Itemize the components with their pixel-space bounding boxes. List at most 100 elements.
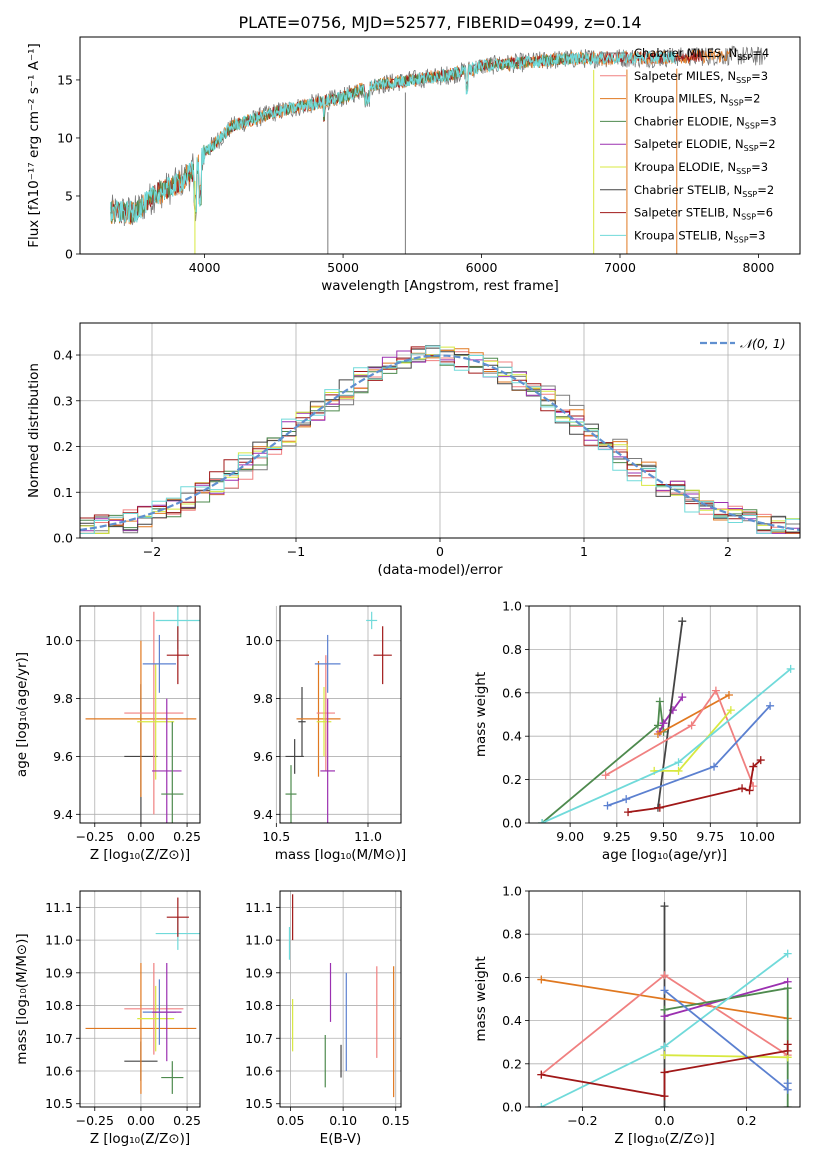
y-tick-label: 1.0 xyxy=(502,884,522,899)
x-tick-label: 0.00 xyxy=(127,829,155,844)
y-tick-label: 9.8 xyxy=(53,691,73,706)
y-tick-label: 10.6 xyxy=(45,1064,73,1079)
y-axis-label: mass [log₁₀(M/M⊙)] xyxy=(14,933,30,1064)
y-tick-label: 0.2 xyxy=(502,772,522,787)
x-tick-label: 0.2 xyxy=(737,1113,757,1128)
plot-frame xyxy=(79,36,801,255)
y-tick-label: 0.8 xyxy=(502,927,522,942)
x-axis-label: (data-model)/error xyxy=(377,562,503,578)
y-tick-label: 10.5 xyxy=(245,1096,273,1111)
legend-label: Salpeter MILES, NSSP=3 xyxy=(634,69,768,85)
y-tick-label: 0 xyxy=(65,247,73,262)
y-axis-label: Flux [fλ10⁻¹⁷ erg cm⁻² s⁻¹ A⁻¹] xyxy=(26,43,42,248)
weight-marker xyxy=(660,1042,669,1051)
y-tick-label: 0.0 xyxy=(502,816,522,831)
x-tick-label: −1 xyxy=(287,544,305,559)
weight-series-line xyxy=(605,688,755,787)
y-tick-label: 0.2 xyxy=(53,439,73,454)
weight-marker xyxy=(601,771,610,780)
weight-marker xyxy=(655,803,664,812)
x-tick-label: 0.25 xyxy=(173,1113,201,1128)
y-tick-label: 10.7 xyxy=(245,1031,273,1046)
weight-marker xyxy=(745,786,754,795)
plot-area xyxy=(110,45,766,254)
weight-marker xyxy=(687,721,696,730)
y-tick-label: 9.4 xyxy=(53,807,73,822)
y-tick-label: 9.4 xyxy=(253,807,273,822)
weight-series-line xyxy=(657,621,684,808)
x-tick-label: 0.10 xyxy=(329,1113,357,1128)
plot-frame xyxy=(279,605,402,824)
y-tick-label: 11.1 xyxy=(245,900,273,915)
y-tick-label: 10.0 xyxy=(245,633,273,648)
figure-title: PLATE=0756, MJD=52577, FIBERID=0499, z=0… xyxy=(238,13,641,32)
weight-marker xyxy=(711,686,720,695)
weight-marker xyxy=(783,1103,792,1107)
x-tick-label: 8000 xyxy=(743,260,775,275)
weight-marker xyxy=(660,1005,669,1014)
weight-marker xyxy=(756,756,765,765)
legend-label: Kroupa ELODIE, NSSP=3 xyxy=(634,160,768,176)
y-tick-label: 0.4 xyxy=(502,1013,522,1028)
y-tick-label: 9.6 xyxy=(53,749,73,764)
weight-marker xyxy=(783,984,792,993)
x-tick-label: 0.00 xyxy=(127,1113,155,1128)
y-tick-label: 11.1 xyxy=(45,900,73,915)
weight-marker xyxy=(660,902,669,911)
y-tick-label: 11.0 xyxy=(45,933,73,948)
y-tick-label: 0.1 xyxy=(53,485,73,500)
x-tick-label: 9.25 xyxy=(603,829,631,844)
weight-marker xyxy=(603,801,612,810)
weight-marker xyxy=(660,986,669,995)
legend-label: Kroupa MILES, NSSP=2 xyxy=(634,92,760,108)
y-tick-label: 0.8 xyxy=(502,642,522,657)
weight-series-line xyxy=(663,989,789,1092)
weight-marker xyxy=(724,690,733,699)
y-tick-label: 9.6 xyxy=(253,749,273,764)
plot-area xyxy=(288,894,395,1098)
plot-area xyxy=(285,611,392,823)
weight-marker xyxy=(622,795,631,804)
weight-series-line xyxy=(658,696,684,733)
legend-label: 𝒩(0, 1) xyxy=(740,336,786,351)
plot-frame xyxy=(79,322,801,539)
weight-series-line xyxy=(657,694,730,735)
weight-marker xyxy=(783,949,792,958)
y-axis-label: age [log₁₀(age/yr)] xyxy=(14,652,30,777)
weight-marker xyxy=(537,1070,546,1079)
y-tick-label: 0.3 xyxy=(53,393,73,408)
y-tick-label: 0.4 xyxy=(502,729,522,744)
x-tick-label: 7000 xyxy=(604,260,636,275)
weight-series-line xyxy=(541,978,788,1020)
weight-marker xyxy=(710,762,719,771)
y-tick-label: 10.9 xyxy=(45,965,73,980)
y-tick-label: 9.8 xyxy=(253,691,273,706)
y-axis-label: mass weight xyxy=(473,672,489,757)
weight-marker xyxy=(674,766,683,775)
weight-marker xyxy=(660,1068,669,1077)
plot-frame xyxy=(528,605,801,824)
plot-area xyxy=(85,897,200,1094)
x-axis-label: E(B-V) xyxy=(320,1131,362,1147)
plot-area xyxy=(85,606,200,823)
y-tick-label: 10.7 xyxy=(45,1031,73,1046)
spectrum-line xyxy=(110,52,593,223)
y-tick-label: 10.0 xyxy=(45,633,73,648)
y-tick-label: 10.9 xyxy=(245,965,273,980)
plot-frame xyxy=(79,890,201,1108)
y-axis-label: Normed distribution xyxy=(26,363,42,498)
weight-marker xyxy=(786,664,795,673)
x-tick-label: −0.25 xyxy=(76,829,114,844)
x-axis-label: mass [log₁₀(M/M⊙)] xyxy=(275,847,406,863)
weight-series-line xyxy=(664,1054,788,1059)
weight-marker xyxy=(659,719,668,728)
plot-frame xyxy=(79,605,201,824)
x-tick-label: 9.50 xyxy=(650,829,678,844)
gaussian-curve xyxy=(80,354,800,532)
y-tick-label: 10.8 xyxy=(45,998,73,1013)
x-tick-label: 0 xyxy=(436,544,444,559)
x-axis-label: Z [log₁₀(Z/Z⊙)] xyxy=(90,1131,190,1147)
x-tick-label: 11.0 xyxy=(354,829,382,844)
plot-area xyxy=(80,345,800,534)
x-tick-label: −2 xyxy=(143,544,161,559)
